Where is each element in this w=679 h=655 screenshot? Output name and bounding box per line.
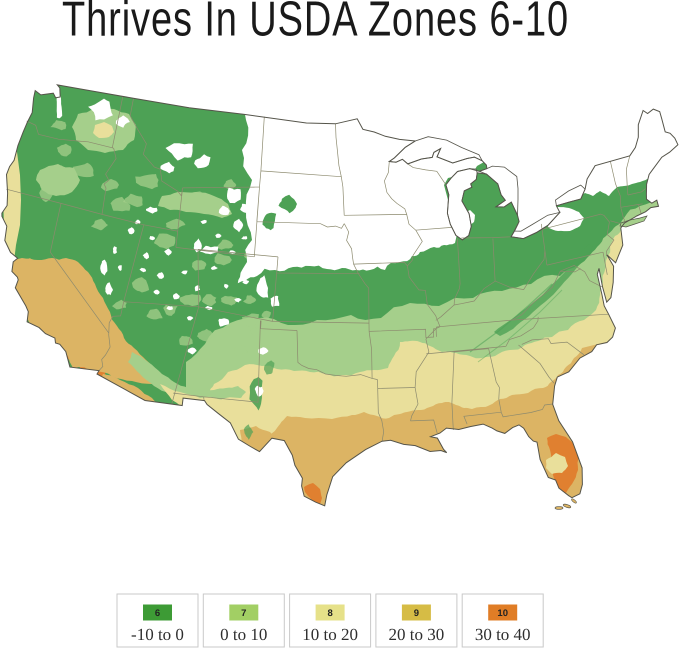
svg-text:6: 6	[155, 608, 160, 619]
svg-text:10: 10	[497, 608, 508, 619]
svg-text:20 to 30: 20 to 30	[389, 625, 445, 644]
svg-text:9: 9	[414, 608, 419, 619]
svg-text:0 to 10: 0 to 10	[220, 625, 267, 644]
svg-text:8: 8	[327, 608, 332, 619]
svg-text:10 to 20: 10 to 20	[302, 625, 358, 644]
svg-text:30 to 40: 30 to 40	[475, 625, 531, 644]
svg-text:7: 7	[241, 608, 246, 619]
svg-text:-10 to 0: -10 to 0	[131, 625, 184, 644]
